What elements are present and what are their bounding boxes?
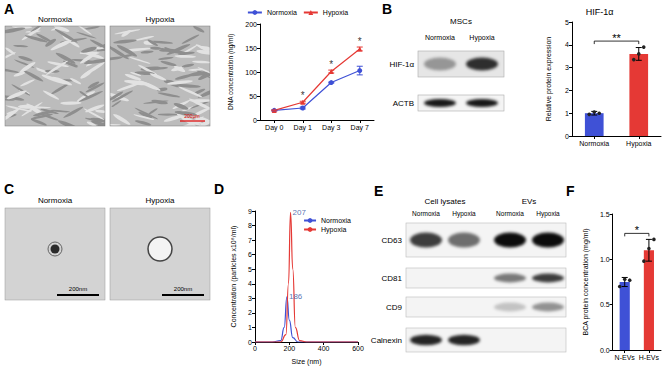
svg-text:Day 3: Day 3: [322, 124, 340, 132]
svg-text:**: **: [612, 32, 621, 44]
svg-text:HIF-1α: HIF-1α: [586, 7, 614, 17]
svg-text:Hypoxia: Hypoxia: [146, 15, 175, 24]
svg-text:207: 207: [293, 208, 307, 217]
svg-text:N-EVs: N-EVs: [615, 354, 636, 361]
svg-text:CD81: CD81: [382, 274, 403, 283]
svg-text:3: 3: [565, 64, 569, 71]
svg-text:C: C: [4, 181, 14, 197]
svg-text:CD63: CD63: [382, 236, 403, 245]
svg-text:Hypoxia: Hypoxia: [452, 210, 476, 218]
svg-text:0: 0: [253, 345, 257, 352]
svg-text:Day 1: Day 1: [294, 124, 312, 132]
svg-text:Normoxia: Normoxia: [496, 210, 524, 217]
svg-text:200nm: 200nm: [174, 286, 192, 292]
svg-text:186: 186: [289, 292, 303, 301]
svg-text:200: 200: [245, 21, 257, 28]
svg-text:Day 0: Day 0: [265, 124, 283, 132]
svg-text:150: 150: [245, 45, 257, 52]
svg-text:0: 0: [248, 339, 252, 346]
svg-text:1.0: 1.0: [600, 256, 610, 263]
svg-text:CD9: CD9: [386, 303, 403, 312]
svg-text:*: *: [301, 90, 305, 101]
svg-text:E: E: [374, 183, 383, 199]
svg-text:5: 5: [248, 266, 252, 273]
svg-text:ACTB: ACTB: [393, 99, 414, 108]
svg-text:0.0: 0.0: [600, 347, 610, 354]
svg-text:Hypoxia: Hypoxia: [323, 9, 348, 17]
svg-text:Normoxia: Normoxia: [321, 217, 351, 224]
svg-text:4: 4: [248, 280, 252, 287]
svg-text:200nm: 200nm: [69, 286, 87, 292]
svg-text:400: 400: [318, 345, 330, 352]
svg-text:0.5: 0.5: [600, 301, 610, 308]
svg-text:D: D: [214, 181, 224, 197]
svg-text:600: 600: [352, 345, 364, 352]
svg-text:*: *: [635, 224, 640, 236]
svg-text:Normoxia: Normoxia: [425, 34, 455, 41]
svg-text:Cell lysates: Cell lysates: [425, 197, 466, 206]
svg-text:200μm: 200μm: [184, 113, 199, 119]
svg-text:Normoxia: Normoxia: [267, 9, 297, 16]
svg-text:50: 50: [249, 93, 257, 100]
svg-text:B: B: [382, 1, 392, 17]
svg-text:Hypoxia: Hypoxia: [146, 196, 175, 205]
svg-text:5: 5: [565, 19, 569, 26]
svg-text:7: 7: [248, 237, 252, 244]
svg-text:100: 100: [245, 69, 257, 76]
svg-text:Normoxia: Normoxia: [38, 196, 73, 205]
svg-text:Hypoxia: Hypoxia: [469, 34, 494, 42]
svg-text:0: 0: [565, 133, 569, 140]
svg-text:Size (nm): Size (nm): [292, 358, 322, 366]
svg-text:A: A: [4, 1, 14, 17]
svg-text:1: 1: [248, 324, 252, 331]
svg-text:2: 2: [248, 309, 252, 316]
svg-text:Normoxia: Normoxia: [579, 140, 609, 147]
svg-text:6: 6: [248, 251, 252, 258]
svg-text:8: 8: [248, 222, 252, 229]
svg-text:EVs: EVs: [522, 197, 537, 206]
svg-text:9: 9: [248, 208, 252, 215]
svg-text:DNA concentration (ng/ml): DNA concentration (ng/ml): [227, 34, 235, 110]
svg-text:H-EVs: H-EVs: [639, 354, 660, 361]
svg-text:Concentration (particles x10⁸/: Concentration (particles x10⁸/ml): [230, 226, 238, 328]
svg-text:*: *: [329, 59, 333, 70]
svg-text:Calnexin: Calnexin: [371, 336, 402, 345]
svg-text:F: F: [566, 183, 575, 199]
svg-text:Normoxia: Normoxia: [38, 15, 73, 24]
svg-text:BCA protein concentration (mg/: BCA protein concentration (mg/ml): [582, 229, 590, 336]
svg-text:Day 7: Day 7: [351, 124, 369, 132]
svg-text:2: 2: [565, 87, 569, 94]
svg-text:MSCs: MSCs: [450, 17, 472, 26]
svg-text:Normoxia: Normoxia: [412, 210, 440, 217]
svg-text:1.5: 1.5: [600, 211, 610, 218]
svg-text:*: *: [358, 36, 362, 47]
svg-text:200: 200: [283, 345, 295, 352]
svg-text:3: 3: [248, 295, 252, 302]
svg-text:Relative protein expression: Relative protein expression: [545, 37, 553, 122]
svg-text:Hypoxia: Hypoxia: [321, 226, 346, 234]
svg-text:1: 1: [565, 110, 569, 117]
svg-text:4: 4: [565, 41, 569, 48]
svg-text:Hypoxia: Hypoxia: [626, 140, 651, 148]
svg-text:0: 0: [253, 117, 257, 124]
svg-text:HIF-1α: HIF-1α: [389, 60, 414, 69]
svg-text:Hypoxia: Hypoxia: [536, 210, 560, 218]
